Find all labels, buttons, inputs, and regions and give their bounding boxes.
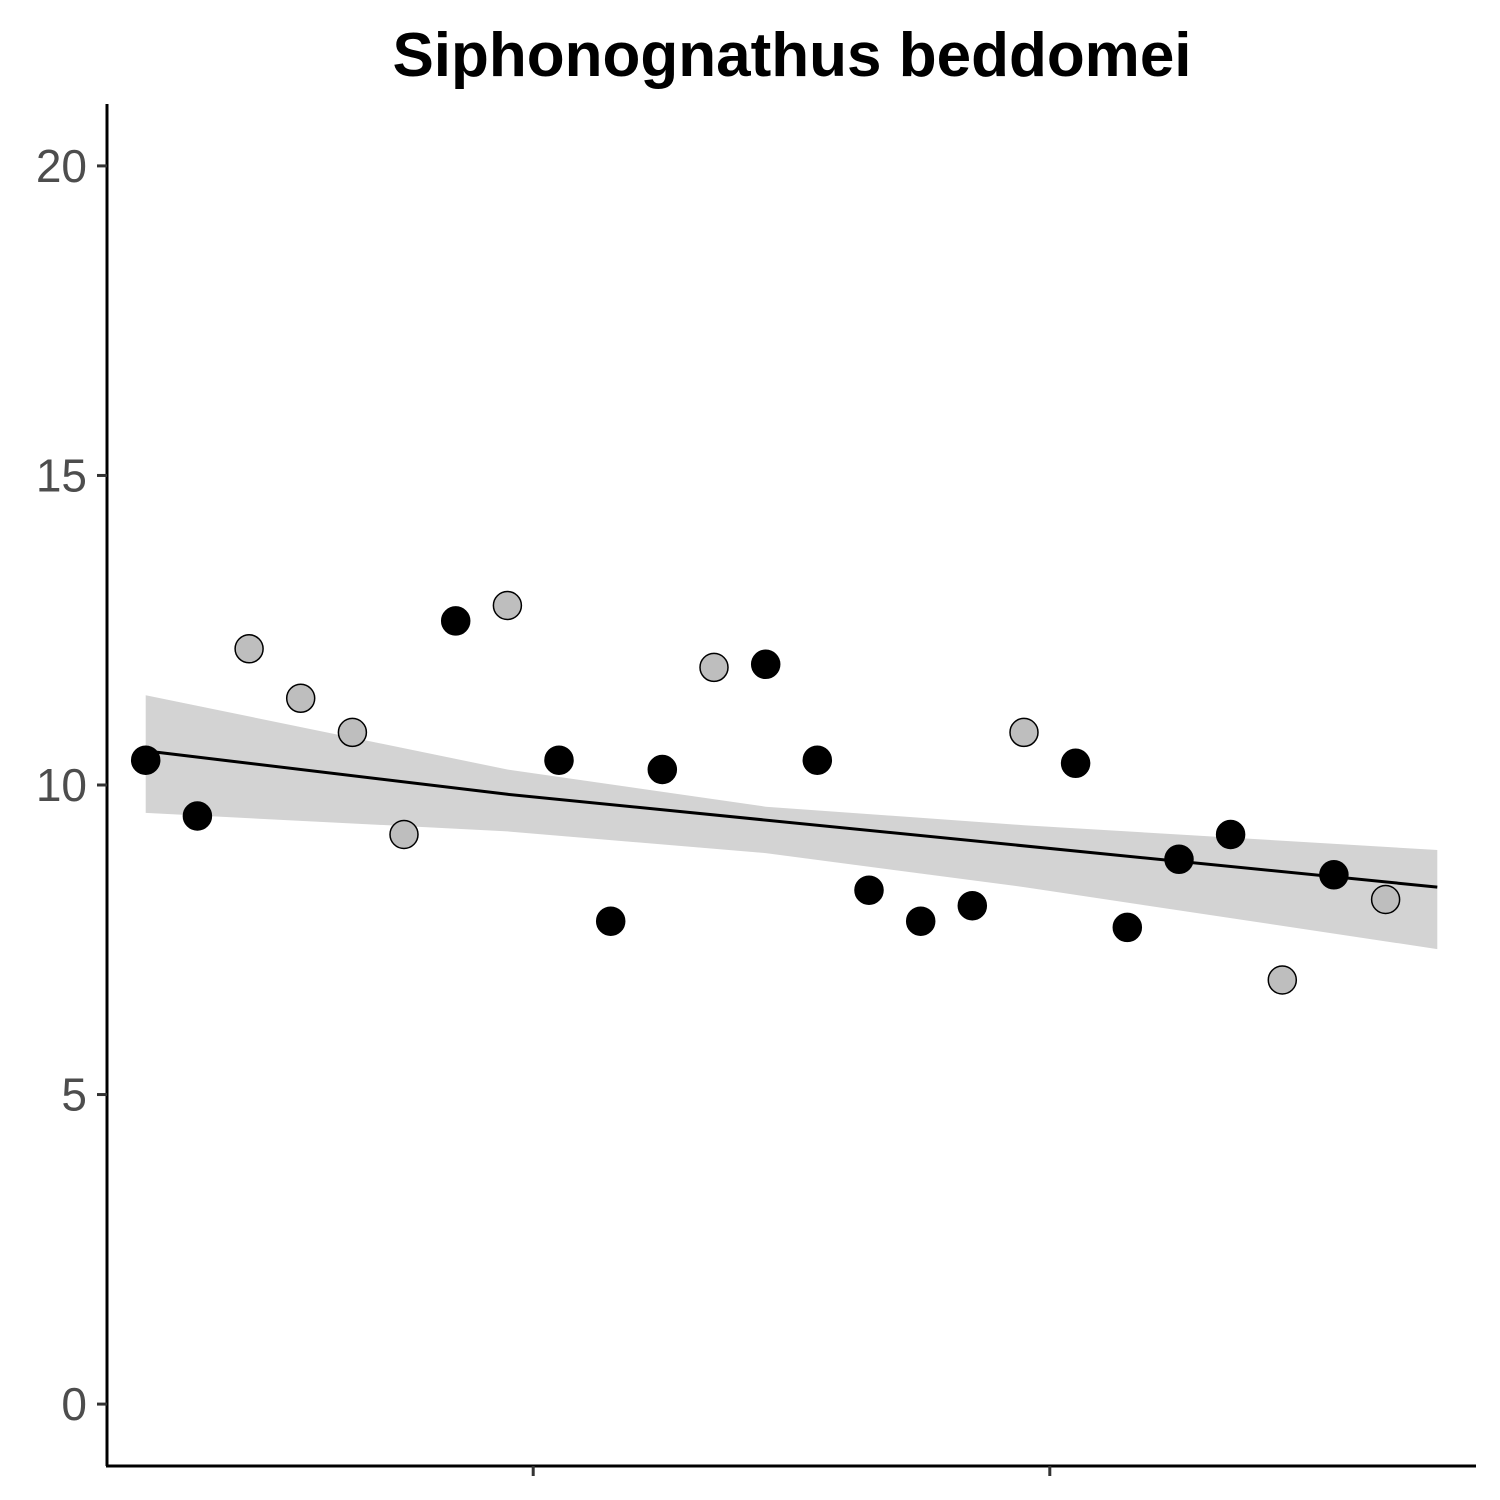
data-point [1112,912,1143,943]
data-point [699,652,729,683]
data-point [285,683,316,714]
y-tick-label: 10 [36,759,87,811]
points-layer [130,590,1401,995]
data-point [130,745,161,775]
data-point [1215,819,1246,850]
data-point [544,745,574,775]
data-point [1370,884,1401,915]
data-point [337,717,368,748]
y-tick-label: 0 [61,1378,87,1430]
data-point [182,801,213,831]
data-point [750,649,781,680]
data-point [802,745,833,775]
data-point [595,906,626,936]
data-point [492,590,523,621]
data-point [1319,860,1349,890]
data-point [854,875,884,905]
data-point [647,754,678,785]
data-point [1060,748,1091,779]
data-point [389,819,419,850]
y-tick-label: 20 [36,140,87,192]
x-ticks [531,1466,1052,1476]
y-tick-label: 15 [36,449,87,501]
data-point [957,890,988,921]
data-point [234,634,264,664]
y-tick-label: 5 [61,1069,87,1121]
chart-title: Siphonognathus beddomei [392,21,1191,90]
data-point [440,606,471,636]
trend-line [145,749,1438,889]
trend-line-layer [145,749,1438,889]
data-point [1267,965,1298,995]
data-point [905,906,936,936]
data-point [1009,717,1039,748]
y-ticks: 0 5 10 15 20 [36,140,107,1430]
data-point [1164,844,1194,875]
